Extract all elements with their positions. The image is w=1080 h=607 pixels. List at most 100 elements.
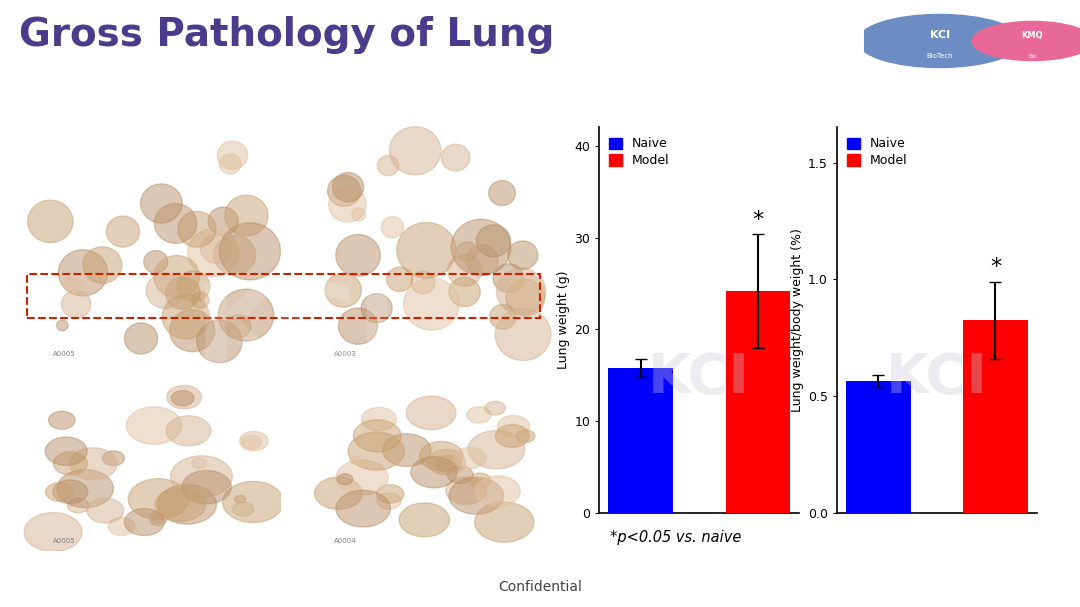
Circle shape [455,447,486,469]
Circle shape [858,15,1022,67]
Circle shape [362,407,396,431]
Circle shape [410,456,457,488]
Circle shape [234,495,246,503]
Circle shape [83,247,122,283]
Circle shape [178,211,216,247]
Text: *: * [990,257,1001,277]
Circle shape [87,498,124,523]
Circle shape [489,305,516,329]
Circle shape [156,487,205,521]
Circle shape [377,155,399,175]
Circle shape [336,234,380,276]
Text: KMQ: KMQ [1022,31,1043,40]
Circle shape [64,277,81,293]
Circle shape [327,175,361,206]
Text: *: * [753,210,764,230]
Circle shape [361,294,392,323]
Text: A0003: A0003 [334,351,356,357]
Circle shape [468,430,525,469]
Circle shape [222,481,284,523]
Circle shape [465,245,498,276]
Bar [608,368,673,513]
Circle shape [107,216,139,247]
Circle shape [146,273,184,308]
Circle shape [336,460,388,495]
Circle shape [170,310,215,351]
Circle shape [325,273,362,307]
Circle shape [108,517,135,535]
Circle shape [381,217,404,238]
Text: KCI: KCI [886,351,988,405]
Circle shape [150,515,166,526]
Circle shape [447,466,473,484]
Circle shape [197,320,242,363]
Circle shape [126,407,181,444]
Circle shape [225,195,268,236]
Circle shape [56,320,68,331]
Circle shape [406,396,456,430]
Circle shape [240,432,268,451]
Circle shape [28,200,73,243]
Circle shape [476,225,511,257]
Circle shape [496,424,529,447]
Circle shape [338,308,377,344]
Bar [963,320,1028,513]
Text: Confidential: Confidential [498,580,582,594]
Circle shape [348,432,404,470]
Circle shape [494,263,524,293]
Circle shape [103,451,124,466]
Circle shape [497,268,545,314]
Circle shape [45,483,73,501]
Text: Bio: Bio [1028,54,1037,59]
Circle shape [144,251,167,273]
Circle shape [475,502,534,542]
Circle shape [489,180,515,206]
Circle shape [219,154,241,174]
Text: A0005: A0005 [53,351,76,357]
Y-axis label: Lung weight/body weight (%): Lung weight/body weight (%) [791,228,804,412]
Circle shape [410,271,435,294]
Circle shape [353,419,401,452]
Circle shape [469,473,491,488]
Circle shape [124,323,158,354]
Circle shape [57,470,113,507]
Bar [726,291,791,513]
Circle shape [218,289,273,341]
Circle shape [449,477,503,514]
Circle shape [495,308,551,361]
Circle shape [219,223,281,280]
Circle shape [457,242,477,262]
Text: KCI: KCI [930,30,949,41]
Text: KCI: KCI [648,351,751,405]
Circle shape [404,278,459,330]
Circle shape [208,207,239,236]
Circle shape [214,235,256,275]
Circle shape [165,277,200,310]
Circle shape [45,437,87,466]
Circle shape [70,448,117,480]
Circle shape [516,430,535,443]
Circle shape [377,485,404,503]
Text: A0004: A0004 [334,538,356,544]
Circle shape [241,435,261,449]
Circle shape [49,412,76,429]
Y-axis label: Lung weight (g): Lung weight (g) [557,271,570,370]
Text: KCI: KCI [195,280,399,387]
Circle shape [382,434,431,466]
Circle shape [171,456,232,498]
Text: Gross Pathology of Lung: Gross Pathology of Lung [19,16,555,54]
Text: A0005: A0005 [53,538,76,544]
Circle shape [451,219,511,276]
Circle shape [350,456,361,464]
Circle shape [396,223,456,278]
Circle shape [166,416,211,446]
Circle shape [226,314,251,338]
Circle shape [447,254,482,287]
Circle shape [53,452,87,475]
Circle shape [177,271,210,302]
Circle shape [314,477,362,509]
Circle shape [191,458,206,469]
Circle shape [201,235,231,263]
Circle shape [390,127,441,175]
Legend: Naive, Model: Naive, Model [606,134,673,171]
